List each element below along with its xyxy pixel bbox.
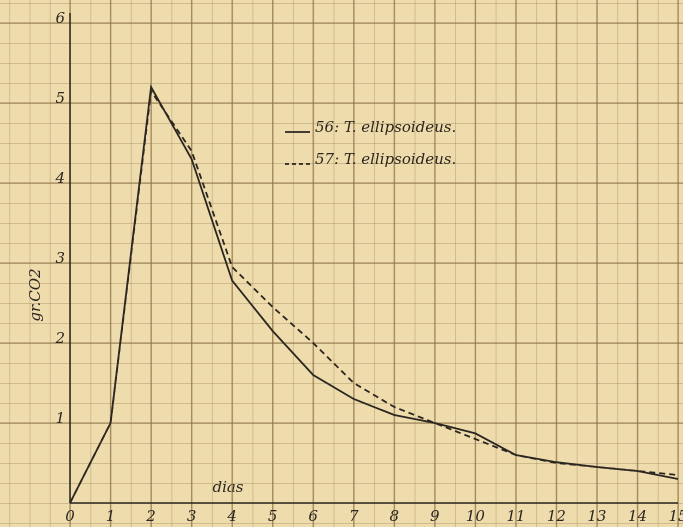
x-tick-label: 7: [349, 507, 359, 525]
y-tick-label: 3: [55, 249, 65, 267]
x-tick-label: 0: [65, 507, 75, 525]
x-tick-label: 2: [145, 507, 156, 525]
x-tick-label: 5: [268, 507, 278, 525]
x-tick-label: 6: [308, 507, 318, 525]
x-tick-label: 14: [628, 507, 647, 525]
x-tick-label: 11: [506, 507, 525, 525]
y-tick-label: 5: [55, 89, 65, 107]
x-tick-label: 15: [668, 507, 683, 525]
y-tick-label: 2: [54, 329, 65, 347]
y-tick-label: 4: [54, 169, 65, 187]
chart: dias gr.CO2 1234560123456789101112131415…: [0, 0, 683, 527]
legend-label: 57: T. ellipsoideus.: [315, 150, 456, 168]
x-tick-label: 12: [547, 507, 566, 525]
x-tick-label: 4: [226, 507, 237, 525]
legend-label: 56: T. ellipsoideus.: [315, 118, 456, 136]
x-tick-label: 13: [587, 507, 606, 525]
x-axis-label: dias: [212, 478, 243, 496]
x-tick-label: 10: [466, 507, 486, 525]
x-tick-label: 8: [389, 507, 399, 525]
x-tick-label: 9: [430, 507, 440, 525]
paper: dias gr.CO2 1234560123456789101112131415…: [0, 0, 683, 527]
y-tick-label: 1: [55, 409, 65, 427]
x-tick-label: 1: [106, 507, 116, 525]
y-axis-label: gr.CO2: [26, 268, 44, 321]
x-tick-label: 3: [187, 507, 197, 525]
y-tick-label: 6: [55, 9, 65, 27]
